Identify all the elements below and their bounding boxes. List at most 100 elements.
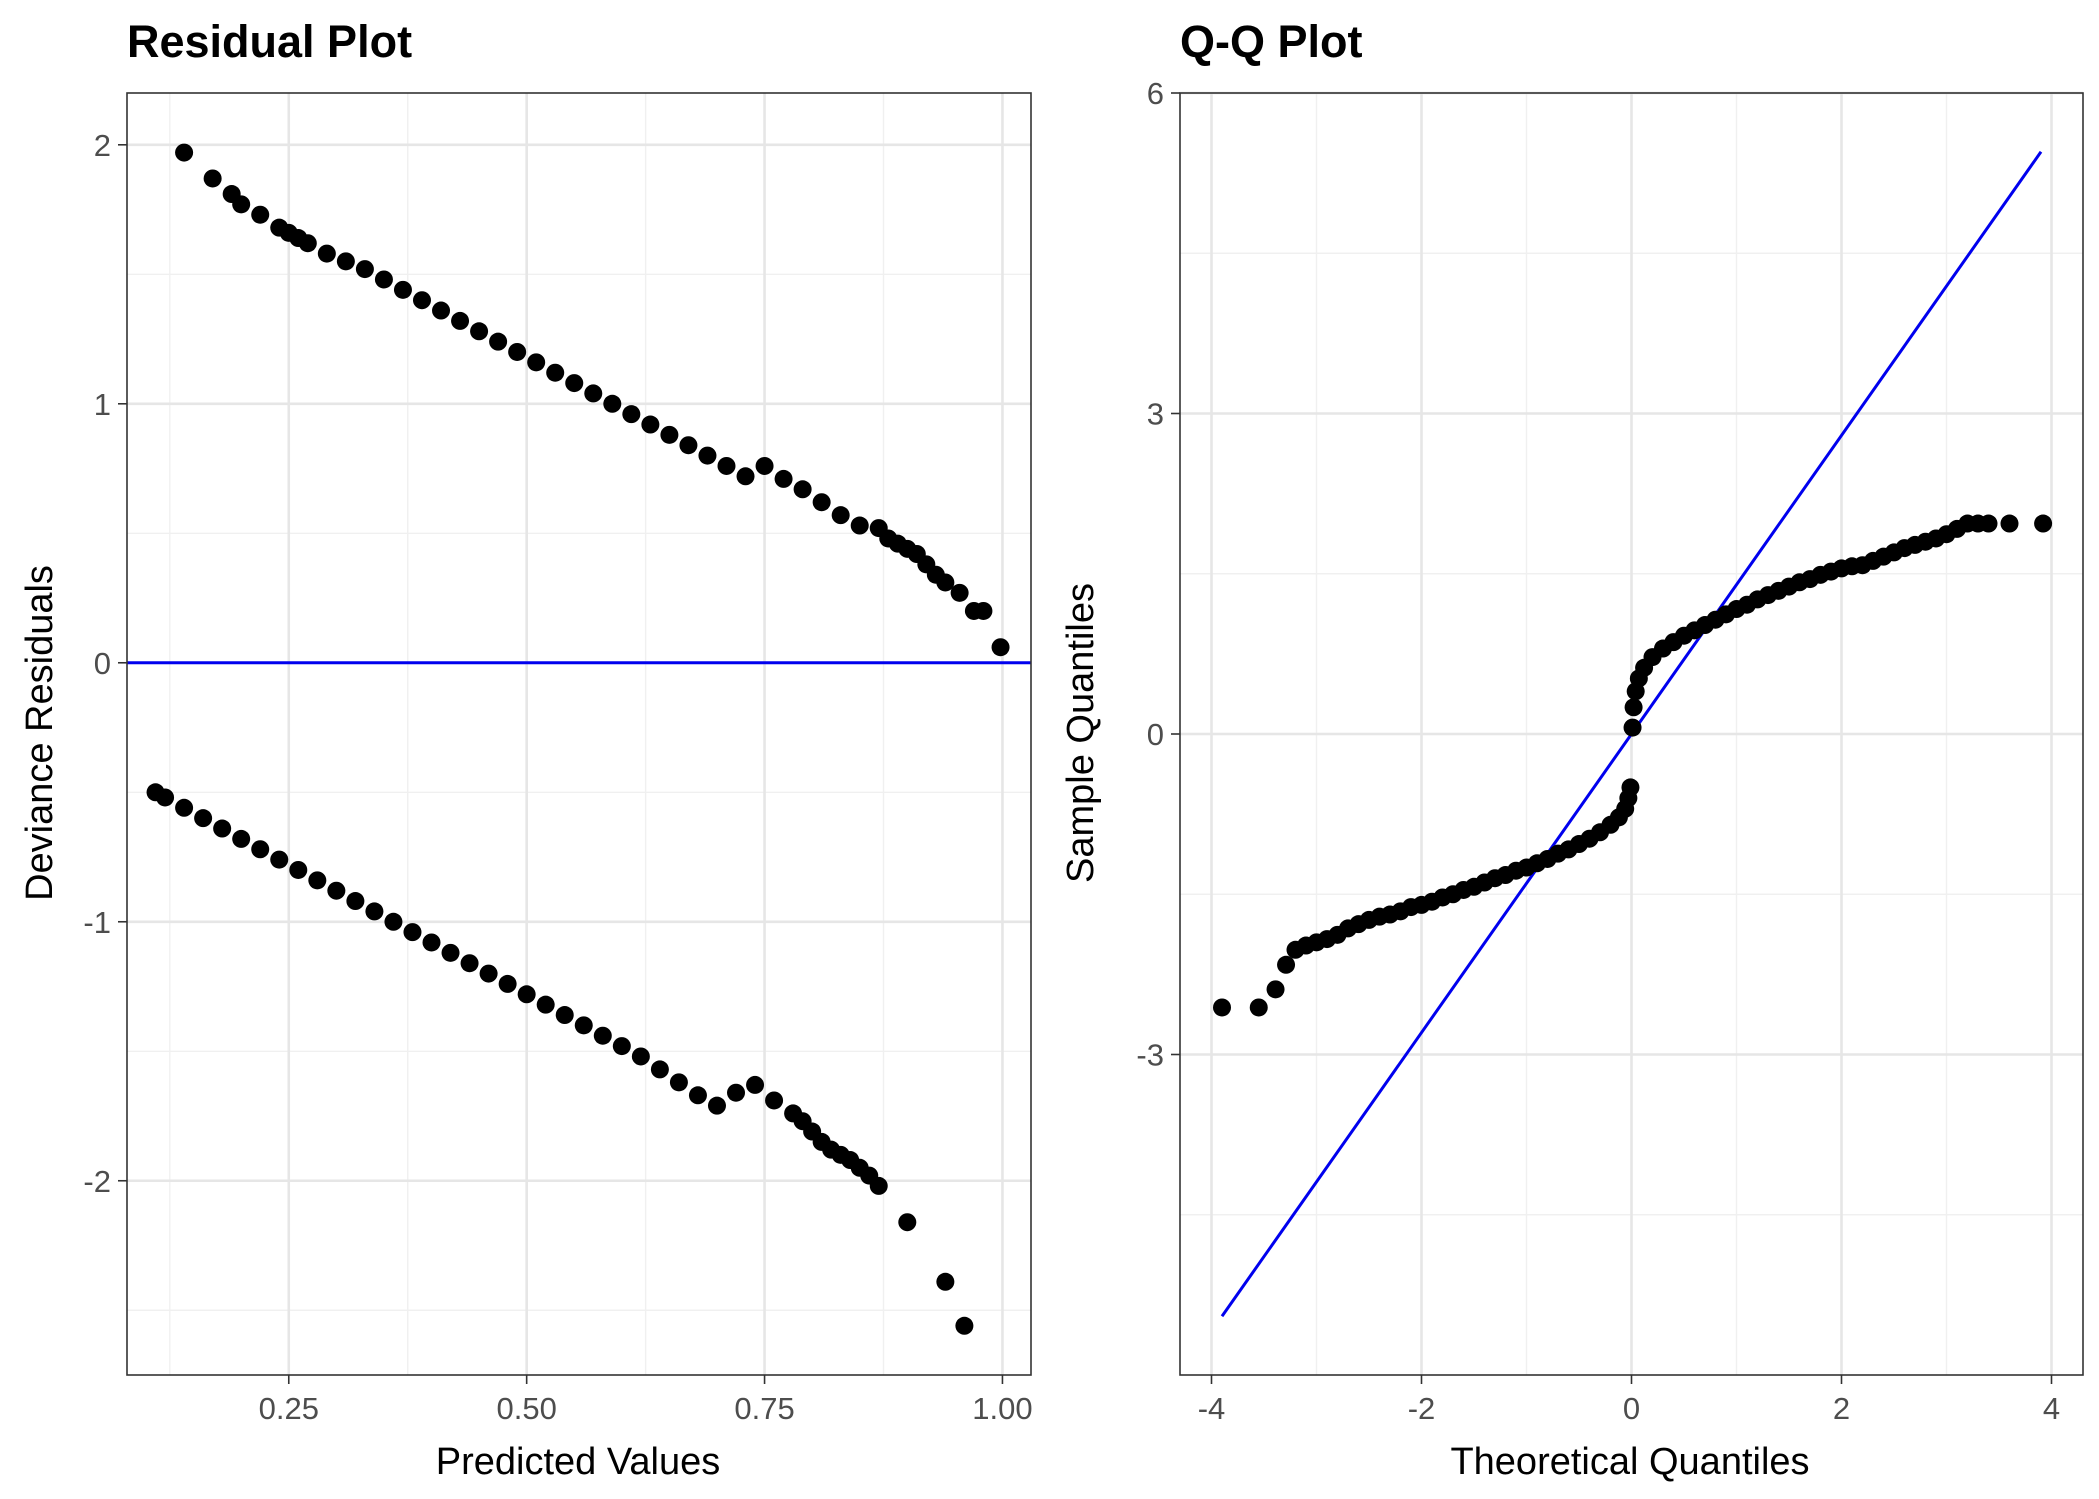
qq-plot-point (1621, 778, 1640, 797)
residual-plot-point (213, 819, 232, 838)
residual-plot-point (584, 384, 603, 403)
residual-plot-point (950, 583, 969, 602)
residual-plot-point (641, 415, 660, 434)
residual-plot-point (869, 1176, 888, 1195)
residual-plot-point (536, 995, 555, 1014)
residual-plot-point (936, 1272, 955, 1291)
residual-plot-point (774, 469, 793, 488)
residual-plot-point (555, 1006, 574, 1025)
residual-plot-point (508, 342, 527, 361)
residual-plot-point (679, 436, 698, 455)
residual-plot-point (298, 234, 317, 253)
residual-plot-point (603, 394, 622, 413)
residual-plot-points (146, 143, 1010, 1335)
residual-plot-point (336, 252, 355, 271)
residual-plot-point (831, 506, 850, 525)
residual-plot-point (251, 840, 270, 859)
qq-plot-points (1213, 514, 2053, 1017)
residual-plot-point (593, 1026, 612, 1045)
residual-plot-point (991, 638, 1010, 657)
residual-plot-point (707, 1096, 726, 1115)
residual-plot-point (441, 943, 460, 962)
residual-plot-point (232, 195, 251, 214)
qq-plot-y-axis: -3 0 3 6 (1136, 76, 1180, 1073)
residual-plot-point (308, 871, 327, 890)
qq-plot-point (1623, 718, 1642, 737)
residual-plot-point (565, 374, 584, 393)
qq-plot-point (2000, 514, 2019, 533)
residual-plot-point (374, 270, 393, 289)
qq-plot-point (1979, 514, 1998, 533)
qq-plot-y-tick-label: -3 (1136, 1038, 1164, 1073)
residual-plot-x-tick-label: 0.25 (259, 1391, 319, 1426)
residual-plot-y-tick-label: 1 (94, 387, 111, 422)
qq-plot-x-tick-label: 2 (1833, 1391, 1850, 1426)
residual-plot-point (451, 311, 470, 330)
residual-plot-y-tick-label: -1 (83, 905, 111, 940)
residual-plot-x-tick-label: 1.00 (972, 1391, 1032, 1426)
residual-plot-point (517, 985, 536, 1004)
residual-plot-point (460, 954, 479, 973)
residual-plot-point (936, 573, 955, 592)
residual-plot-x-axis-title: Predicted Values (436, 1441, 720, 1483)
residual-plot-point (765, 1091, 784, 1110)
residual-plot-point (850, 516, 869, 535)
qq-plot-point (2034, 514, 2053, 533)
residual-plot-point (393, 280, 412, 299)
residual-plot-y-tick-label: 0 (94, 646, 111, 681)
residual-plot-point (432, 301, 451, 320)
residual-plot-point (631, 1047, 650, 1066)
residual-plot-point (289, 860, 308, 879)
residual-plot-border (126, 92, 1032, 1376)
qq-plot-title: Q-Q Plot (1180, 16, 1362, 67)
qq-plot-point (1266, 980, 1285, 999)
residual-plot-point (698, 446, 717, 465)
residual-plot-x-tick-label: 0.75 (734, 1391, 794, 1426)
residual-plot-x-axis: 0.25 0.50 0.75 1.00 (259, 1375, 1033, 1426)
qq-plot-x-axis-title: Theoretical Quantiles (1450, 1441, 1809, 1483)
qq-plot-point (1277, 955, 1296, 974)
qq-plot-y-tick-label: 3 (1147, 397, 1164, 432)
residual-plot-point (612, 1037, 631, 1056)
residual-plot-y-tick-label: -2 (83, 1164, 111, 1199)
residual-plot-point (736, 467, 755, 486)
residual-plot-y-tick-label: 2 (94, 128, 111, 163)
residual-plot-point (479, 964, 498, 983)
qq-plot-point (1624, 698, 1643, 717)
residual-plot-point (384, 912, 403, 931)
residual-plot-panel: 0.25 0.50 0.75 1.00 -2 -1 0 1 2 Residual Plot P… (19, 16, 1033, 1483)
residual-plot-point (422, 933, 441, 952)
residual-plot-point (546, 363, 565, 382)
residual-plot-point (622, 405, 641, 424)
qq-plot-y-tick-label: 0 (1147, 717, 1164, 752)
residual-plot-point (898, 1213, 917, 1232)
residual-plot-point (412, 291, 431, 310)
residual-plot-point (470, 322, 489, 341)
residual-plot-point (317, 244, 336, 263)
qq-plot-panel: -4 -2 0 2 4 -3 0 3 6 Q-Q Plot Theoretical Quant… (1060, 16, 2084, 1483)
residual-plot-point (498, 974, 517, 993)
residual-plot-point (175, 143, 194, 162)
residual-plot-point (574, 1016, 593, 1035)
residual-plot-point (403, 923, 422, 942)
residual-plot-point (365, 902, 384, 921)
residual-plot-point (175, 798, 194, 817)
qq-plot-x-tick-label: -4 (1198, 1391, 1226, 1426)
residual-plot-point (327, 881, 346, 900)
residual-plot-point (156, 788, 175, 807)
residual-plot-point (270, 850, 289, 869)
qq-plot-x-tick-label: -2 (1408, 1391, 1436, 1426)
residual-plot-point (974, 601, 993, 620)
residual-plot-point (660, 425, 679, 444)
residual-plot-point (755, 456, 774, 475)
residual-plot-y-axis: -2 -1 0 1 2 (83, 128, 127, 1199)
qq-plot-y-axis-title: Sample Quantiles (1060, 583, 1102, 883)
residual-plot-point (746, 1075, 765, 1094)
residual-plot-point (669, 1073, 688, 1092)
residual-plot-point (717, 456, 736, 475)
residual-plot-point (955, 1316, 974, 1335)
residual-plot-point (232, 829, 251, 848)
residual-plot-point (793, 480, 812, 499)
residual-plot-point (194, 809, 213, 828)
residual-plot-point (355, 260, 374, 279)
